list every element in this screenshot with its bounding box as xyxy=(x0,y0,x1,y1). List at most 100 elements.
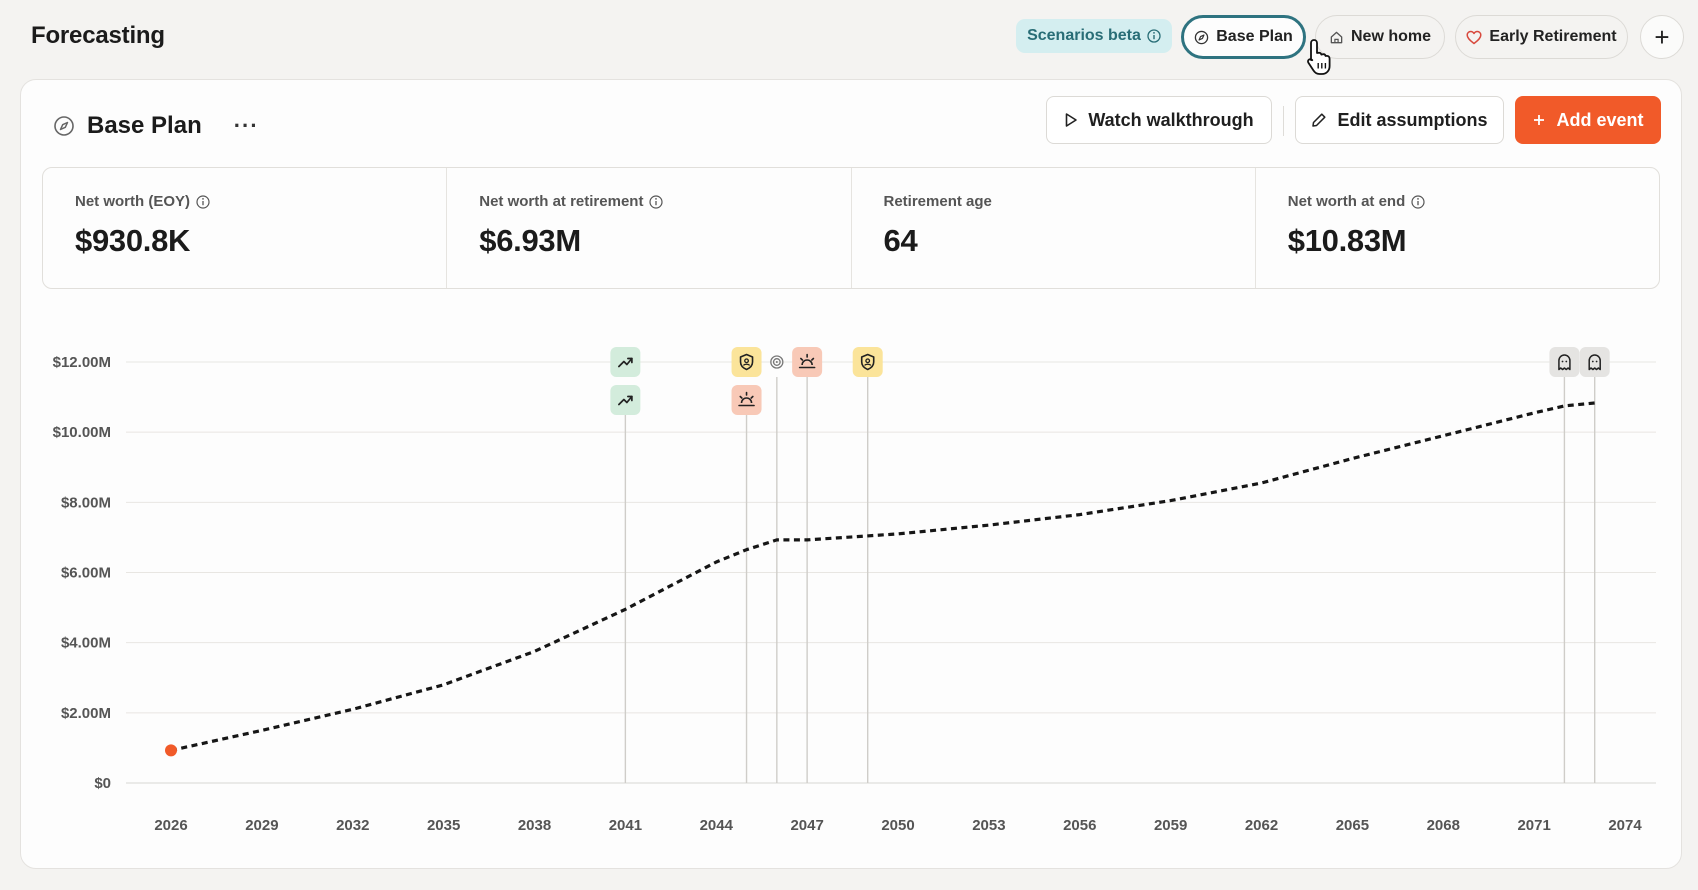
trending-up-icon-glyph xyxy=(618,395,633,406)
page-title: Forecasting xyxy=(31,22,165,49)
sunrise-icon-glyph xyxy=(798,353,816,369)
x-tick-label: 2032 xyxy=(336,817,369,834)
event-icon-badge xyxy=(731,385,762,415)
x-tick-label: 2044 xyxy=(700,817,734,834)
event-icon-badge xyxy=(1579,347,1610,377)
x-tick-label: 2038 xyxy=(518,817,551,834)
add-event-button[interactable]: Add event xyxy=(1515,96,1661,144)
tab-new-home[interactable]: New home xyxy=(1315,15,1445,59)
info-icon[interactable] xyxy=(649,194,664,209)
stat-label: Net worth at retirement xyxy=(479,193,664,210)
x-tick-label: 2053 xyxy=(972,817,1005,834)
ghost-icon xyxy=(1549,347,1580,377)
stat-label: Net worth at end xyxy=(1288,193,1426,210)
more-options-button[interactable]: ··· xyxy=(233,113,259,138)
stat-net-worth-end: Net worth at end $10.83M xyxy=(1256,168,1659,288)
info-icon[interactable] xyxy=(1147,29,1161,43)
toolbar-divider xyxy=(1283,106,1284,136)
net-worth-line xyxy=(170,401,1595,752)
stat-net-worth-retirement: Net worth at retirement $6.93M xyxy=(447,168,852,288)
stat-label-text: Net worth (EOY) xyxy=(75,193,190,210)
stat-value: $6.93M xyxy=(479,223,581,258)
play-icon xyxy=(1066,113,1078,127)
watch-walkthrough-button[interactable]: Watch walkthrough xyxy=(1046,96,1272,144)
heart-icon xyxy=(1466,30,1482,44)
edit-assumptions-button[interactable]: Edit assumptions xyxy=(1295,96,1504,144)
x-tick-label: 2047 xyxy=(790,817,823,834)
stat-value: $10.83M xyxy=(1287,223,1407,258)
event-icon-badge xyxy=(792,347,823,377)
tab-base-plan[interactable]: Base Plan xyxy=(1181,15,1306,59)
x-tick-label: 2041 xyxy=(609,817,642,834)
scenarios-beta-badge: Scenarios beta xyxy=(1016,19,1172,53)
watch-walkthrough-label: Watch walkthrough xyxy=(1088,109,1254,130)
sunrise-icon-glyph xyxy=(738,391,755,407)
hand-pointer-icon xyxy=(1307,39,1331,75)
trending-up-icon xyxy=(610,385,641,415)
current-net-worth-point xyxy=(165,744,177,757)
tab-base-plan-label: Base Plan xyxy=(1216,28,1293,45)
stat-label: Retirement age xyxy=(884,193,992,210)
info-icon[interactable] xyxy=(1411,194,1425,209)
ghost-icon-glyph xyxy=(1588,354,1601,371)
scenarios-badge-label: Scenarios beta xyxy=(1027,27,1141,44)
y-tick-label: $10.00M xyxy=(53,424,111,441)
y-tick-label: $8.00M xyxy=(61,494,111,511)
y-tick-label: $2.00M xyxy=(61,705,111,722)
shield-icon-glyph xyxy=(860,353,875,371)
stat-net-worth-eoy: Net worth (EOY) $930.8K xyxy=(43,168,448,288)
shield-icon-glyph xyxy=(739,353,754,371)
x-tick-label: 2029 xyxy=(245,817,278,834)
x-tick-label: 2065 xyxy=(1336,817,1369,834)
ghost-icon xyxy=(1579,347,1610,377)
forecast-card: Base Plan ··· Watch walkthrough Edit ass… xyxy=(20,79,1682,869)
compass-icon xyxy=(1195,30,1209,44)
event-icon-badge xyxy=(1549,347,1580,377)
stats-panel: Net worth (EOY) $930.8K Net worth at ret… xyxy=(42,167,1660,289)
x-tick-label: 2056 xyxy=(1063,817,1096,834)
x-tick-label: 2050 xyxy=(881,817,914,834)
x-tick-label: 2068 xyxy=(1427,817,1460,834)
plan-title: Base Plan xyxy=(87,112,202,139)
add-event-label: Add event xyxy=(1556,109,1644,130)
add-scenario-button[interactable]: + xyxy=(1640,15,1684,59)
plan-header: Base Plan ··· xyxy=(53,105,259,147)
sunrise-icon xyxy=(731,385,762,415)
tab-new-home-label: New home xyxy=(1350,28,1431,45)
net-worth-chart: $0 $2.00M $4.00M $6.00M $8.00M $10.00M $12.00M… xyxy=(53,347,1656,834)
x-tick-label: 2035 xyxy=(427,817,460,834)
shield-icon xyxy=(852,347,883,377)
top-bar: Forecasting Scenarios beta Base Plan New… xyxy=(0,0,1698,75)
stat-retirement-age: Retirement age 64 xyxy=(852,168,1256,288)
x-tick-label: 2026 xyxy=(154,817,187,834)
stat-label: Net worth (EOY) xyxy=(75,193,210,210)
shield-icon xyxy=(731,347,762,377)
x-tick-label: 2062 xyxy=(1245,817,1278,834)
stat-label-text: Retirement age xyxy=(883,193,992,210)
pencil-icon xyxy=(1312,113,1327,127)
y-tick-label: $12.00M xyxy=(53,354,111,371)
stat-value: $930.8K xyxy=(75,223,191,258)
info-icon[interactable] xyxy=(196,194,210,209)
y-tick-label: $4.00M xyxy=(61,635,111,652)
plus-icon xyxy=(1534,115,1545,125)
target-icon-glyph xyxy=(770,355,784,369)
target-icon xyxy=(770,355,784,369)
x-tick-label: 2074 xyxy=(1608,817,1642,834)
x-tick-label: 2071 xyxy=(1517,817,1550,834)
x-tick-label: 2059 xyxy=(1154,817,1187,834)
tab-early-retirement[interactable]: Early Retirement xyxy=(1455,15,1628,59)
stat-value: 64 xyxy=(883,223,918,258)
trending-up-icon-glyph xyxy=(618,357,633,368)
compass-icon xyxy=(54,116,74,136)
stat-label-text: Net worth at end xyxy=(1287,193,1406,210)
y-tick-label: $6.00M xyxy=(61,565,111,582)
y-tick-label: $0 xyxy=(94,775,111,792)
edit-assumptions-label: Edit assumptions xyxy=(1337,109,1488,130)
home-icon xyxy=(1330,31,1343,43)
stat-label-text: Net worth at retirement xyxy=(479,193,644,210)
tab-early-retirement-label: Early Retirement xyxy=(1489,28,1617,45)
trending-up-icon xyxy=(610,347,641,377)
sunrise-icon xyxy=(792,347,823,377)
ghost-icon-glyph xyxy=(1558,354,1571,371)
